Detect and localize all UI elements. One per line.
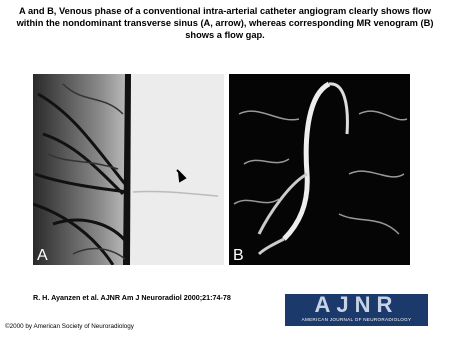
title-line: shows a flow gap. xyxy=(185,30,265,40)
logo-subtitle: AMERICAN JOURNAL OF NEURORADIOLOGY xyxy=(301,317,412,322)
panel-label: B xyxy=(233,247,244,264)
citation: R. H. Ayanzen et al. AJNR Am J Neuroradi… xyxy=(33,293,231,302)
venogram-image: B xyxy=(229,74,410,265)
figure-title: A and B, Venous phase of a conventional … xyxy=(0,5,450,41)
title-line: within the nondominant transverse sinus … xyxy=(16,18,434,28)
angiogram-image: A xyxy=(33,74,224,265)
logo-mark: AJNR xyxy=(314,292,399,317)
title-line: A and B, Venous phase of a conventional … xyxy=(19,6,431,16)
panel-label: A xyxy=(37,247,48,264)
journal-logo: AJNR AMERICAN JOURNAL OF NEURORADIOLOGY xyxy=(285,294,428,326)
copyright: ©2000 by American Society of Neuroradiol… xyxy=(5,323,134,330)
